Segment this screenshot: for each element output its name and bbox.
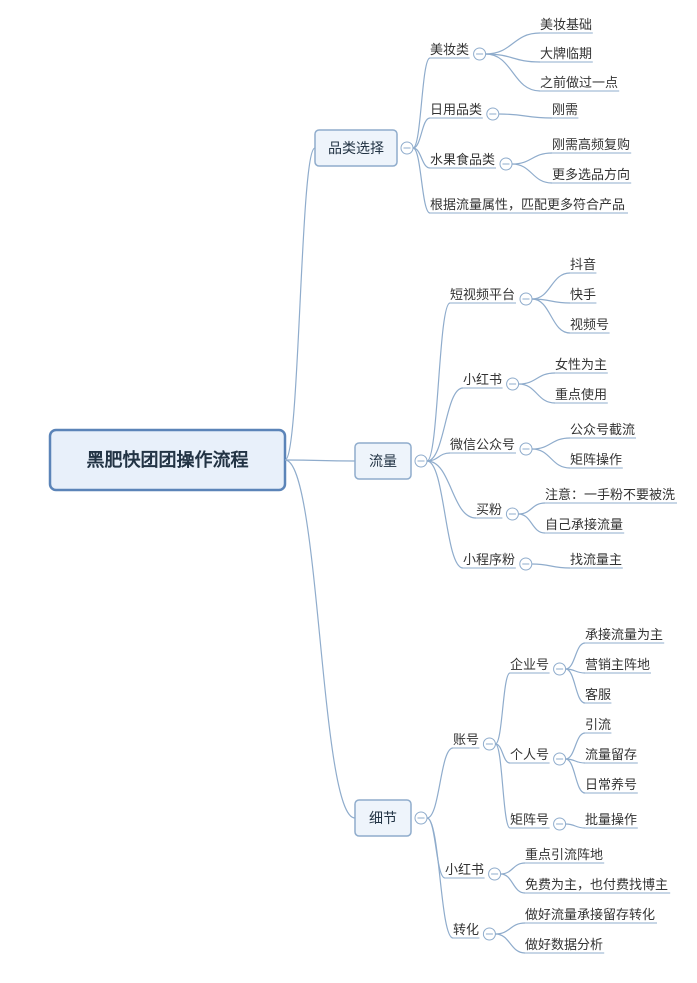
node-daily: 日用品类 xyxy=(430,102,482,117)
leaf-xhs2-1: 免费为主，也付费找博主 xyxy=(525,877,668,892)
edge-mini-leaf0 xyxy=(532,564,570,568)
edge-matrix-leaf0 xyxy=(566,824,585,828)
leaf-xhs-1: 重点使用 xyxy=(555,387,607,402)
edge-conv-leaf1 xyxy=(495,934,525,953)
node-pers: 个人号 xyxy=(510,747,549,762)
edge-shortv-leaf0 xyxy=(532,273,570,299)
edge-food-leaf0 xyxy=(512,153,552,164)
edge-xhs2-leaf1 xyxy=(501,874,525,893)
edge-traffic-shortv xyxy=(427,303,450,461)
node-shortv: 短视频平台 xyxy=(450,287,515,302)
leaf-xhs-0: 女性为主 xyxy=(555,357,607,372)
leaf-beauty-0: 美妆基础 xyxy=(540,17,592,32)
leaf-buyfan-1: 自己承接流量 xyxy=(545,517,623,532)
edge-pers-leaf0 xyxy=(566,733,585,759)
node-food: 水果食品类 xyxy=(430,152,495,167)
node-xhs2: 小红书 xyxy=(445,862,484,877)
node-corp: 企业号 xyxy=(510,657,549,672)
edge-buyfan-leaf0 xyxy=(518,503,545,514)
leaf-corp-0: 承接流量为主 xyxy=(585,627,663,642)
leaf-daily-0: 刚需 xyxy=(552,102,578,117)
edge-xhs-leaf1 xyxy=(519,384,555,403)
root-label: 黑肥快团团操作流程 xyxy=(87,449,249,470)
leaf-food-1: 更多选品方向 xyxy=(552,167,630,182)
edge-buyfan-leaf1 xyxy=(518,514,545,533)
edge-pers-leaf2 xyxy=(566,759,585,793)
leaf-shortv-1: 快手 xyxy=(570,287,596,302)
leaf-mini-0: 找流量主 xyxy=(570,552,622,567)
branch-cat-label: 品类选择 xyxy=(328,140,384,156)
leaf-corp-2: 客服 xyxy=(585,687,611,702)
edge-conv-leaf0 xyxy=(495,923,525,934)
branch-traffic-label: 流量 xyxy=(369,453,397,469)
edge-beauty-leaf2 xyxy=(486,54,540,91)
leaf-conv-0: 做好流量承接留存转化 xyxy=(525,907,655,922)
node-wx: 微信公众号 xyxy=(450,437,515,452)
leaf-pers-0: 引流 xyxy=(585,717,611,732)
leaf-shortv-0: 抖音 xyxy=(570,257,596,272)
edge-corp-leaf2 xyxy=(566,669,585,703)
leaf-food-0: 刚需高频复购 xyxy=(552,137,630,152)
edge-wx-leaf1 xyxy=(532,449,570,468)
node-buyfan: 买粉 xyxy=(476,502,502,517)
node-acct: 账号 xyxy=(453,732,479,747)
node-conv: 转化 xyxy=(453,922,479,937)
leaf-shortv-2: 视频号 xyxy=(570,317,609,332)
edge-root-detail xyxy=(285,460,355,818)
edge-traffic-mini xyxy=(427,461,463,568)
leaf-beauty-2: 之前做过一点 xyxy=(540,75,618,90)
leaf-xhs2-0: 重点引流阵地 xyxy=(525,847,603,862)
edge-shortv-leaf2 xyxy=(532,299,570,333)
leaf-pers-2: 日常养号 xyxy=(585,777,637,792)
leaf-wx-1: 矩阵操作 xyxy=(570,452,622,467)
edge-root-cat xyxy=(285,148,315,460)
edge-xhs-leaf0 xyxy=(519,373,555,384)
edge-acct-corp xyxy=(495,673,510,744)
leaf-buyfan-0: 注意：一手粉不要被洗 xyxy=(545,487,675,502)
branch-detail-label: 细节 xyxy=(369,810,397,826)
edge-food-leaf1 xyxy=(512,164,552,183)
leaf-matrix-0: 批量操作 xyxy=(585,812,637,827)
edge-daily-leaf0 xyxy=(499,114,552,118)
edge-corp-leaf0 xyxy=(566,643,585,669)
edge-beauty-leaf0 xyxy=(486,33,540,54)
edge-detail-acct xyxy=(427,748,453,818)
node-match: 根据流量属性，匹配更多符合产品 xyxy=(430,197,625,212)
leaf-conv-1: 做好数据分析 xyxy=(525,937,603,952)
leaf-beauty-1: 大牌临期 xyxy=(540,46,592,61)
node-mini: 小程序粉 xyxy=(463,552,515,567)
mindmap-canvas: 黑肥快团团操作流程 品类选择 美妆类 美妆基础大牌临期之前做过一点日用品类 刚需水果食品… xyxy=(0,0,697,983)
edge-acct-matrix xyxy=(495,744,510,828)
edge-wx-leaf0 xyxy=(532,438,570,449)
leaf-corp-1: 营销主阵地 xyxy=(585,657,650,672)
leaf-pers-1: 流量留存 xyxy=(585,747,637,762)
edge-root-traffic xyxy=(285,460,355,461)
node-matrix: 矩阵号 xyxy=(510,812,549,827)
leaf-wx-0: 公众号截流 xyxy=(570,422,635,437)
edge-xhs2-leaf0 xyxy=(501,863,525,874)
node-xhs: 小红书 xyxy=(463,372,502,387)
node-beauty: 美妆类 xyxy=(430,42,469,57)
